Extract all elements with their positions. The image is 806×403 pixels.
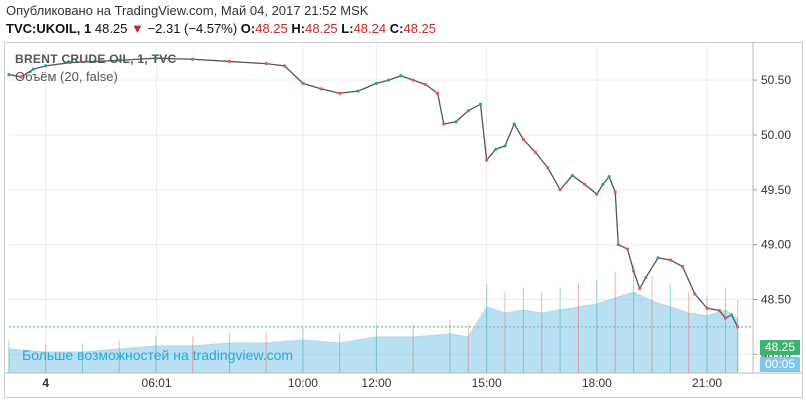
price-point	[485, 158, 489, 162]
price-point	[631, 269, 636, 273]
price-point	[736, 325, 740, 329]
x-tick-label: 4	[42, 376, 49, 390]
price-point	[411, 78, 415, 82]
chart-legend-title[interactable]: BRENT CRUDE OIL, 1, TVC	[15, 52, 177, 66]
price-line	[8, 57, 739, 328]
price-point	[227, 59, 232, 64]
price-point	[693, 292, 697, 296]
price-point	[31, 67, 36, 71]
price-point	[19, 75, 23, 79]
price-point	[680, 264, 685, 269]
high-label: H:	[291, 21, 306, 36]
x-tick-label: 10:00	[288, 376, 318, 390]
price-layer	[7, 56, 740, 329]
price-point	[264, 62, 268, 66]
y-tick-label: 50.00	[761, 128, 791, 142]
price-point	[512, 122, 516, 126]
price-point	[478, 102, 483, 106]
close-value: 48.25	[403, 21, 437, 36]
price-point	[595, 192, 599, 196]
price-point	[454, 120, 458, 124]
price-point	[558, 188, 562, 192]
price-point	[466, 109, 470, 113]
time-axis: 4 06:01 10:00 12:00 15:00 18:00 21:00	[5, 372, 802, 390]
price-point	[117, 58, 121, 62]
price-point	[705, 306, 709, 310]
price-point	[601, 182, 605, 186]
price-point	[729, 313, 734, 317]
price-point	[93, 59, 97, 64]
volume-area	[8, 291, 739, 374]
close-label: C:	[389, 21, 404, 36]
published-caption: Опубликовано на TradingView.com, Май 04,…	[6, 3, 369, 18]
price-point	[723, 316, 728, 320]
price-point	[399, 74, 403, 78]
price-point	[282, 64, 287, 68]
promo-link[interactable]: Больше возможностей на tradingview.com	[22, 347, 294, 363]
price-point	[301, 81, 305, 85]
price-point	[338, 91, 342, 95]
price-point	[387, 78, 391, 82]
chart-frame	[4, 42, 803, 398]
open-value: 48.25	[255, 21, 288, 36]
price-point	[44, 64, 48, 68]
countdown-tag: 00:05	[760, 357, 800, 372]
x-tick-label: 15:00	[472, 376, 502, 390]
price-point	[436, 91, 440, 95]
y-tick-label: 50.50	[761, 73, 791, 87]
price-point	[644, 275, 648, 280]
price-point	[521, 137, 525, 141]
volume-layer	[8, 263, 739, 374]
x-tick-label: 18:00	[582, 376, 612, 390]
price-point	[68, 60, 72, 65]
high-value: 48.25	[305, 21, 338, 36]
price-point	[570, 173, 574, 178]
price-point	[494, 147, 498, 151]
down-arrow-icon: ▼	[131, 21, 144, 36]
price-point	[503, 144, 507, 148]
y-tick-label: 49.00	[761, 238, 791, 252]
price-point	[583, 182, 587, 186]
open-label: O:	[240, 21, 256, 36]
low-label: L:	[341, 21, 354, 36]
y-tick-label: 49.50	[761, 183, 791, 197]
last-price-tag: 48.25	[760, 340, 800, 355]
price-point	[191, 57, 195, 61]
price-point	[154, 56, 158, 60]
price-point	[442, 122, 446, 126]
price-point	[374, 81, 379, 85]
low-value: 48.24	[353, 21, 387, 36]
y-tick-label: 48.50	[761, 293, 791, 307]
price-point	[423, 82, 427, 87]
price-point	[717, 308, 721, 313]
price-change: −2.31 (−4.57%)	[147, 21, 238, 36]
x-tick-label: 06:01	[142, 376, 172, 390]
volume-legend[interactable]: Объём (20, false)	[15, 69, 118, 84]
price-point	[613, 190, 617, 194]
x-tick-label: 12:00	[361, 376, 391, 390]
price-point	[534, 150, 538, 155]
last-price: 48.25	[94, 21, 128, 36]
price-point	[319, 87, 323, 91]
symbol-name[interactable]: TVC:UKOIL, 1	[6, 21, 92, 36]
price-point	[668, 258, 672, 262]
price-point	[7, 73, 11, 77]
price-point	[607, 175, 611, 179]
price-point	[356, 89, 360, 93]
chart-grid	[9, 45, 753, 373]
price-point	[625, 247, 630, 251]
price-point	[656, 256, 660, 260]
symbol-header: TVC:UKOIL, 1 48.25 ▼ −2.31 (−4.57%) O:48…	[6, 21, 436, 36]
price-point	[638, 286, 642, 291]
price-point	[546, 166, 550, 170]
price-point	[616, 243, 620, 247]
x-tick-label: 21:00	[692, 376, 722, 390]
